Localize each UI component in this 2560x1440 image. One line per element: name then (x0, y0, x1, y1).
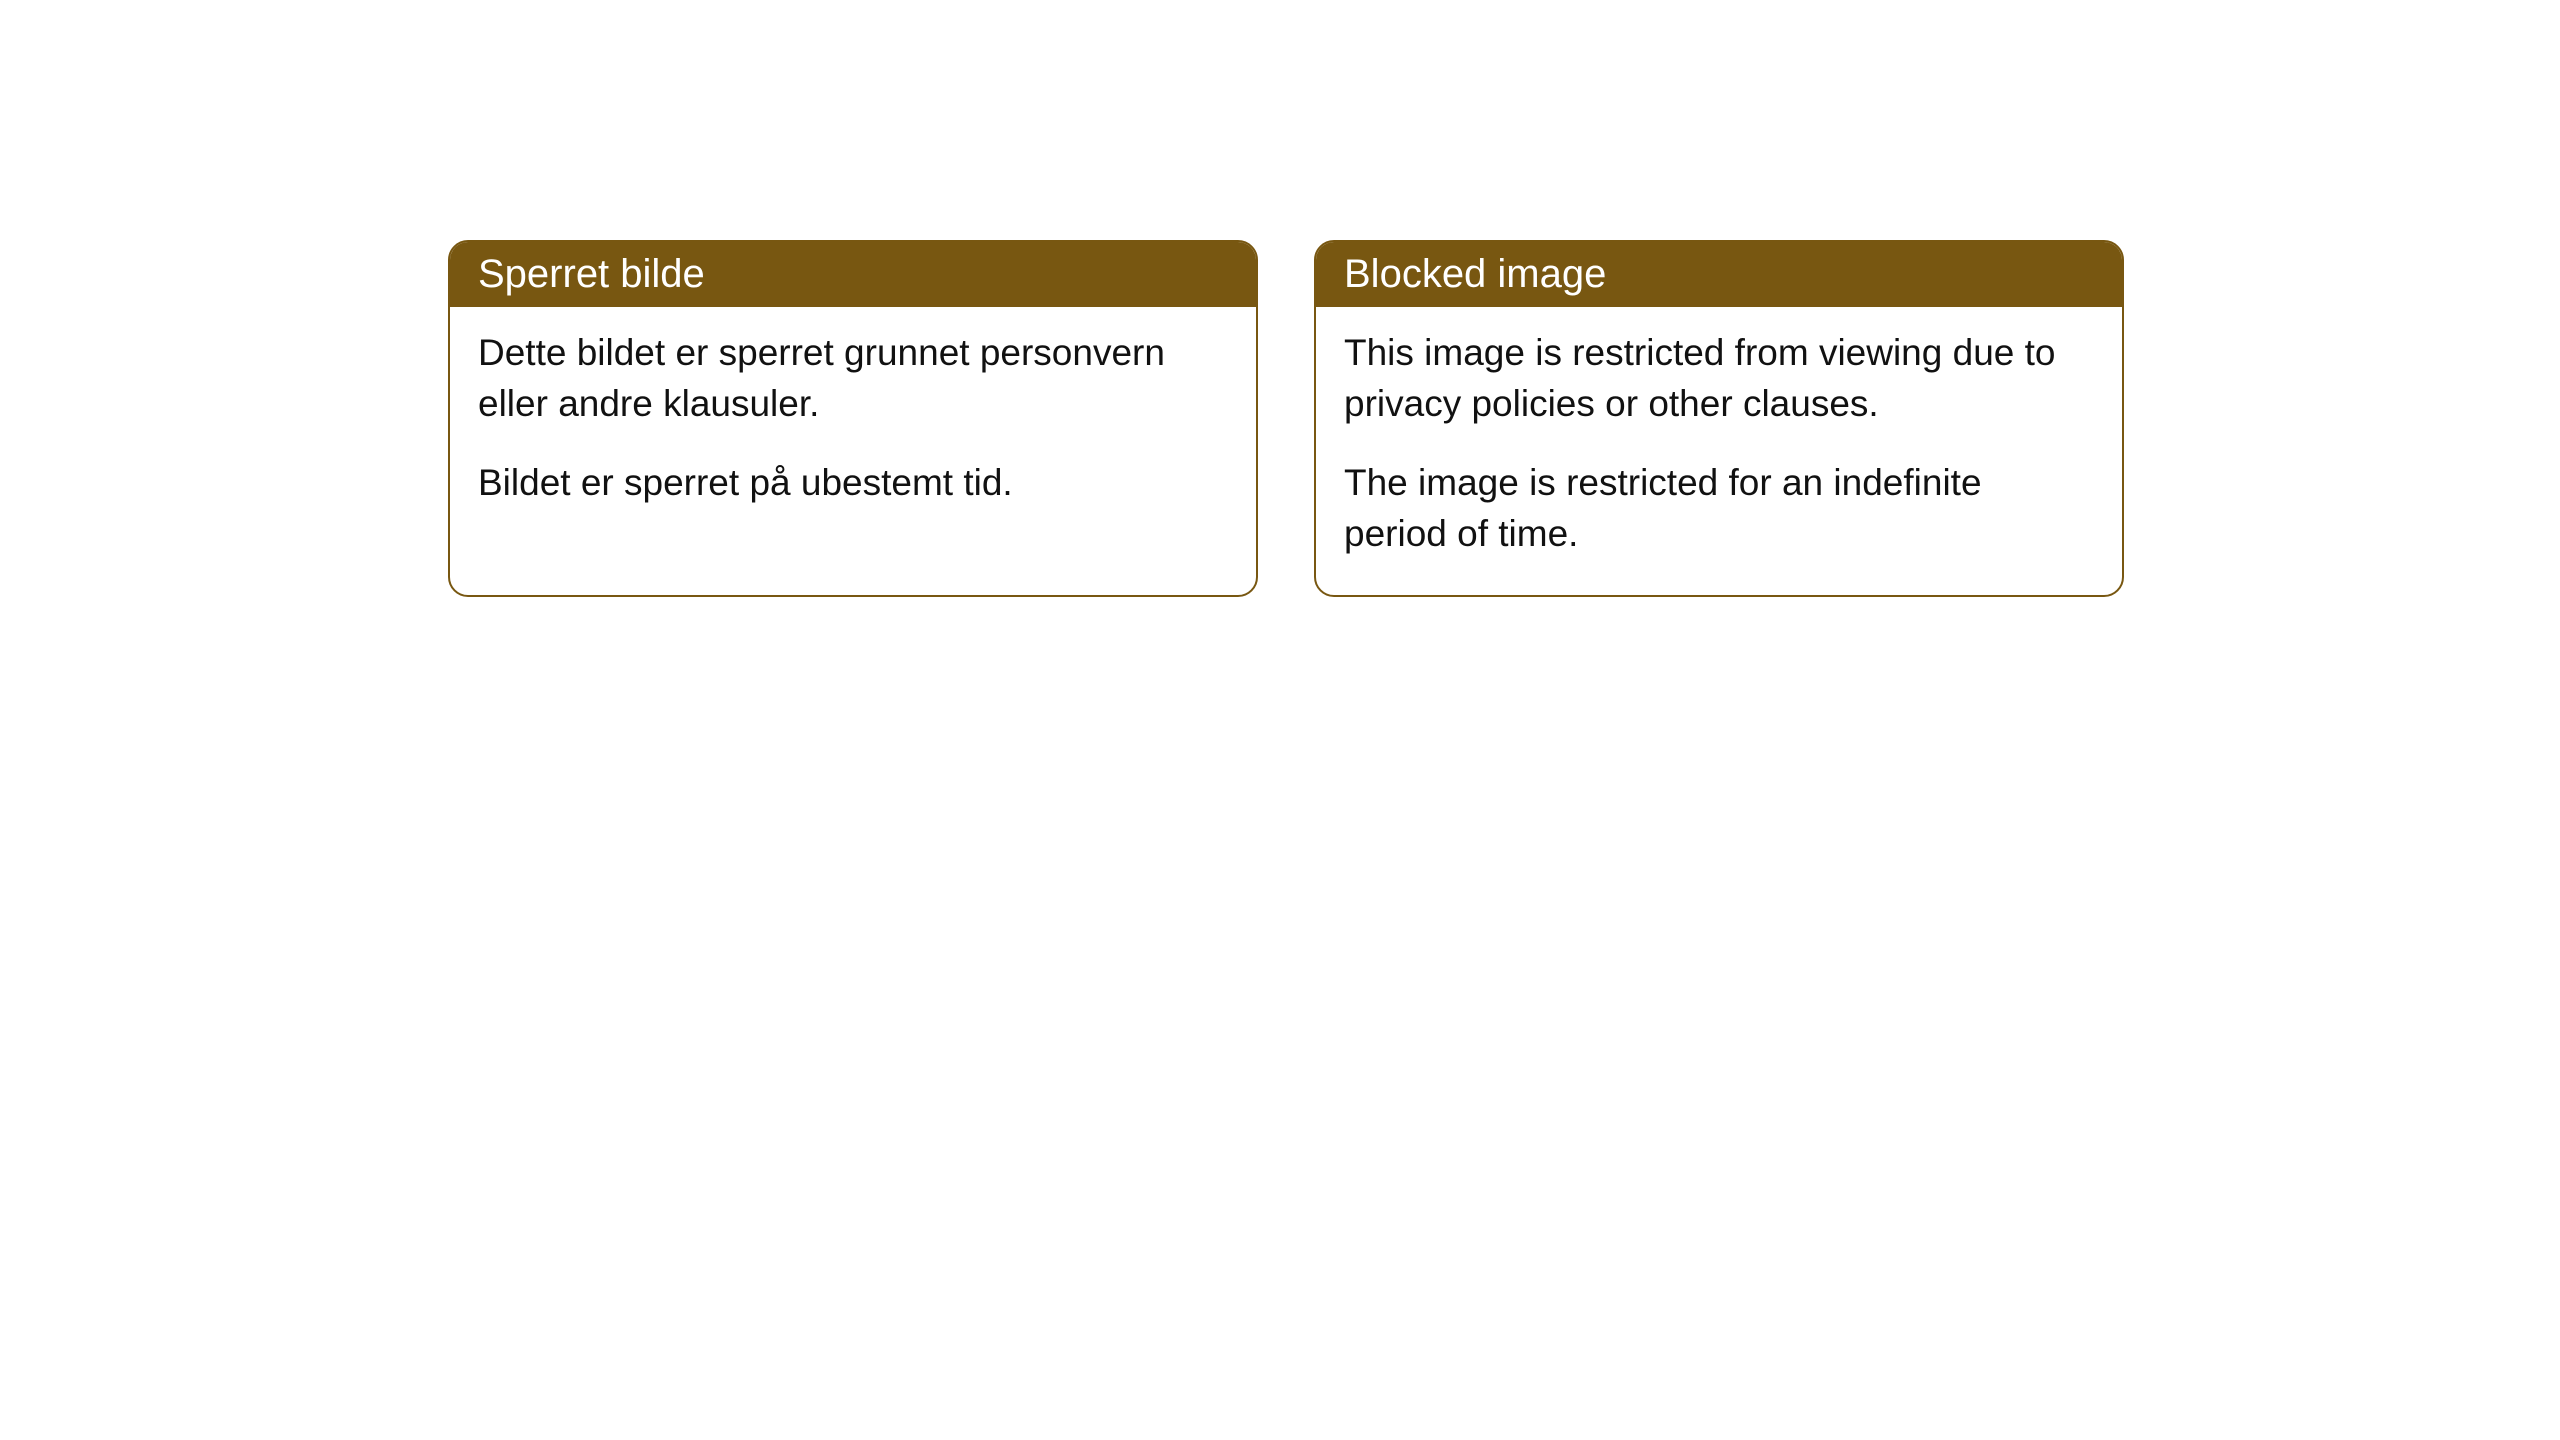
notice-cards-container: Sperret bilde Dette bildet er sperret gr… (448, 240, 2124, 597)
card-paragraph2-en: The image is restricted for an indefinit… (1344, 457, 2094, 559)
blocked-image-card-no: Sperret bilde Dette bildet er sperret gr… (448, 240, 1258, 597)
card-body-en: This image is restricted from viewing du… (1316, 307, 2122, 595)
card-title-no: Sperret bilde (478, 252, 705, 296)
card-header-no: Sperret bilde (450, 242, 1256, 307)
card-body-no: Dette bildet er sperret grunnet personve… (450, 307, 1256, 544)
card-paragraph1-en: This image is restricted from viewing du… (1344, 327, 2094, 429)
card-title-en: Blocked image (1344, 252, 1606, 296)
card-paragraph2-no: Bildet er sperret på ubestemt tid. (478, 457, 1228, 508)
card-header-en: Blocked image (1316, 242, 2122, 307)
card-paragraph1-no: Dette bildet er sperret grunnet personve… (478, 327, 1228, 429)
blocked-image-card-en: Blocked image This image is restricted f… (1314, 240, 2124, 597)
